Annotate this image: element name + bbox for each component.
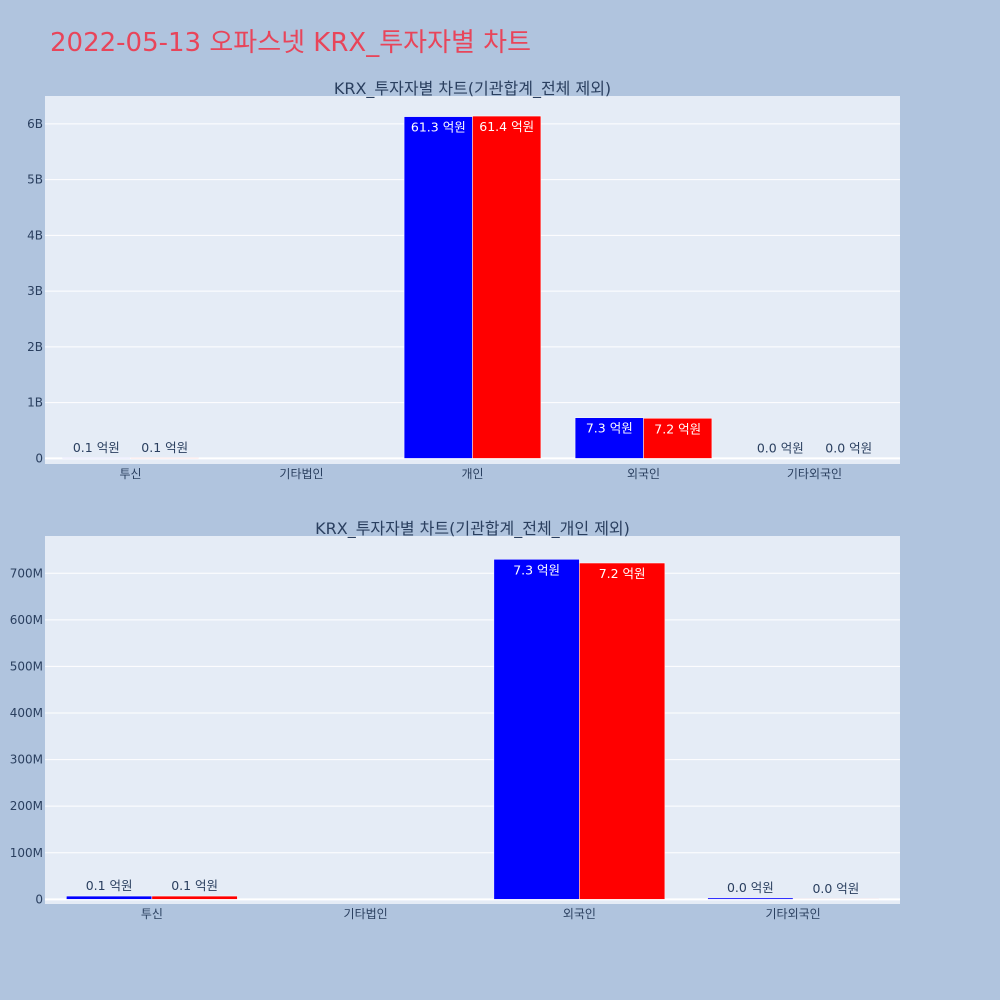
x-tick-label: 개인: [461, 467, 483, 481]
bar: [493, 559, 580, 900]
bar-value-label: 0.1 억원: [171, 878, 218, 893]
bar-value-label: 0.1 억원: [86, 878, 133, 893]
bar-value-label: 7.3 억원: [513, 562, 560, 577]
bar: [579, 562, 666, 900]
x-tick-label: 기타법인: [279, 467, 323, 481]
bar-value-label: 0.1 억원: [73, 440, 120, 455]
bar-value-label: 61.4 억원: [479, 119, 534, 134]
x-tick-label: 외국인: [627, 467, 660, 481]
bar-value-label: 7.3 억원: [586, 421, 633, 436]
page-title: 2022-05-13 오파스넷 KRX_투자자별 차트: [50, 28, 532, 58]
y-tick-label: 1B: [27, 396, 43, 410]
y-tick-label: 500M: [10, 659, 43, 673]
chart-title: KRX_투자자별 차트(기관합계_전체_개인 제외): [315, 519, 630, 539]
bar: [403, 116, 473, 459]
x-tick-label: 투신: [119, 467, 141, 481]
y-tick-label: 300M: [10, 753, 43, 767]
bar-value-label: 61.3 억원: [411, 120, 466, 135]
bar: [130, 457, 200, 459]
y-tick-label: 0: [35, 451, 43, 465]
plot-area: [45, 536, 900, 904]
bar-value-label: 0.0 억원: [757, 440, 804, 455]
y-tick-label: 600M: [10, 613, 43, 627]
y-tick-label: 5B: [27, 173, 43, 187]
bar-value-label: 7.2 억원: [599, 566, 646, 581]
y-tick-label: 6B: [27, 117, 43, 131]
bar-value-label: 0.0 억원: [727, 880, 774, 895]
bar-value-label: 0.0 억원: [812, 881, 859, 896]
bar: [472, 115, 542, 459]
y-tick-label: 400M: [10, 706, 43, 720]
chart-title: KRX_투자자별 차트(기관합계_전체 제외): [334, 79, 611, 99]
bar: [61, 457, 131, 459]
x-tick-label: 외국인: [563, 907, 596, 921]
y-tick-label: 4B: [27, 228, 43, 242]
x-tick-label: 기타법인: [344, 907, 388, 921]
y-tick-label: 200M: [10, 799, 43, 813]
bar: [151, 895, 238, 900]
chart-excluding-individual: 0 100M 200M 300M 400M 500M 600M 700M KRX_투자자별 차트…: [10, 519, 900, 921]
bar-value-label: 7.2 억원: [654, 421, 701, 436]
y-tick-label: 100M: [10, 846, 43, 860]
y-tick-label: 2B: [27, 340, 43, 354]
y-tick-label: 3B: [27, 284, 43, 298]
y-tick-label: 700M: [10, 566, 43, 580]
y-tick-label: 0: [35, 892, 43, 906]
bar: [707, 897, 794, 900]
x-tick-label: 기타외국인: [787, 467, 842, 481]
x-tick-label: 투신: [141, 907, 163, 921]
bar-value-label: 0.0 억원: [825, 440, 872, 455]
bar-value-label: 0.1 억원: [141, 440, 188, 455]
x-tick-label: 기타외국인: [766, 907, 821, 921]
bar: [643, 418, 713, 459]
bar: [66, 895, 153, 900]
